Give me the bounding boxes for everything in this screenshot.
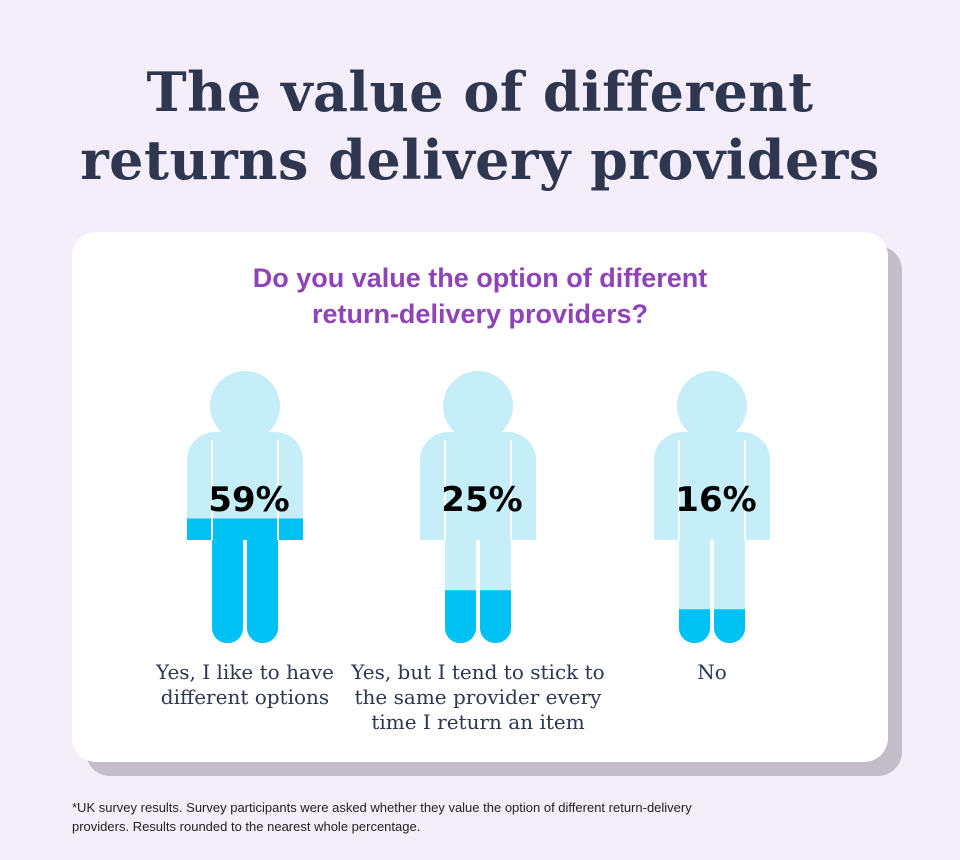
person-no [654,371,770,643]
footnote-line-2: providers. Results rounded to the neares… [72,819,421,834]
footnote-line-1: *UK survey results. Survey participants … [72,800,692,815]
value-label-yes-same-provider: 25% [441,480,523,520]
category-label-line: different options [160,685,330,709]
category-label-no: No [567,660,857,685]
title-line-2: returns delivery providers [80,128,880,192]
category-label-line: the same provider every [354,685,602,709]
category-label-line: time I return an item [371,710,585,734]
person-value-fill [679,609,745,643]
person-empty-fill [654,371,770,643]
question-line-1: Do you value the option of different [252,263,708,293]
category-label-line: Yes, I like to have [155,660,335,684]
page-title: The value of different returns delivery … [0,58,960,194]
person-value-fill [445,590,511,643]
question-line-2: return-delivery providers? [311,299,649,329]
footnote: *UK survey results. Survey participants … [72,798,872,836]
person-yes-same-provider [420,371,536,643]
person-value-fill [187,518,303,643]
title-line-1: The value of different [146,60,814,124]
category-label-line: Yes, but I tend to stick to [351,660,605,684]
category-label-yes-same-provider: Yes, but I tend to stick to the same prov… [333,660,623,735]
category-label-yes-different-options: Yes, I like to have different options [100,660,390,710]
value-label-yes-different-options: 59% [208,480,290,520]
value-label-no: 16% [675,480,757,520]
chart-question: Do you value the option of different ret… [0,260,960,332]
category-label-line: No [697,660,727,684]
person-yes-different-options [187,371,303,643]
